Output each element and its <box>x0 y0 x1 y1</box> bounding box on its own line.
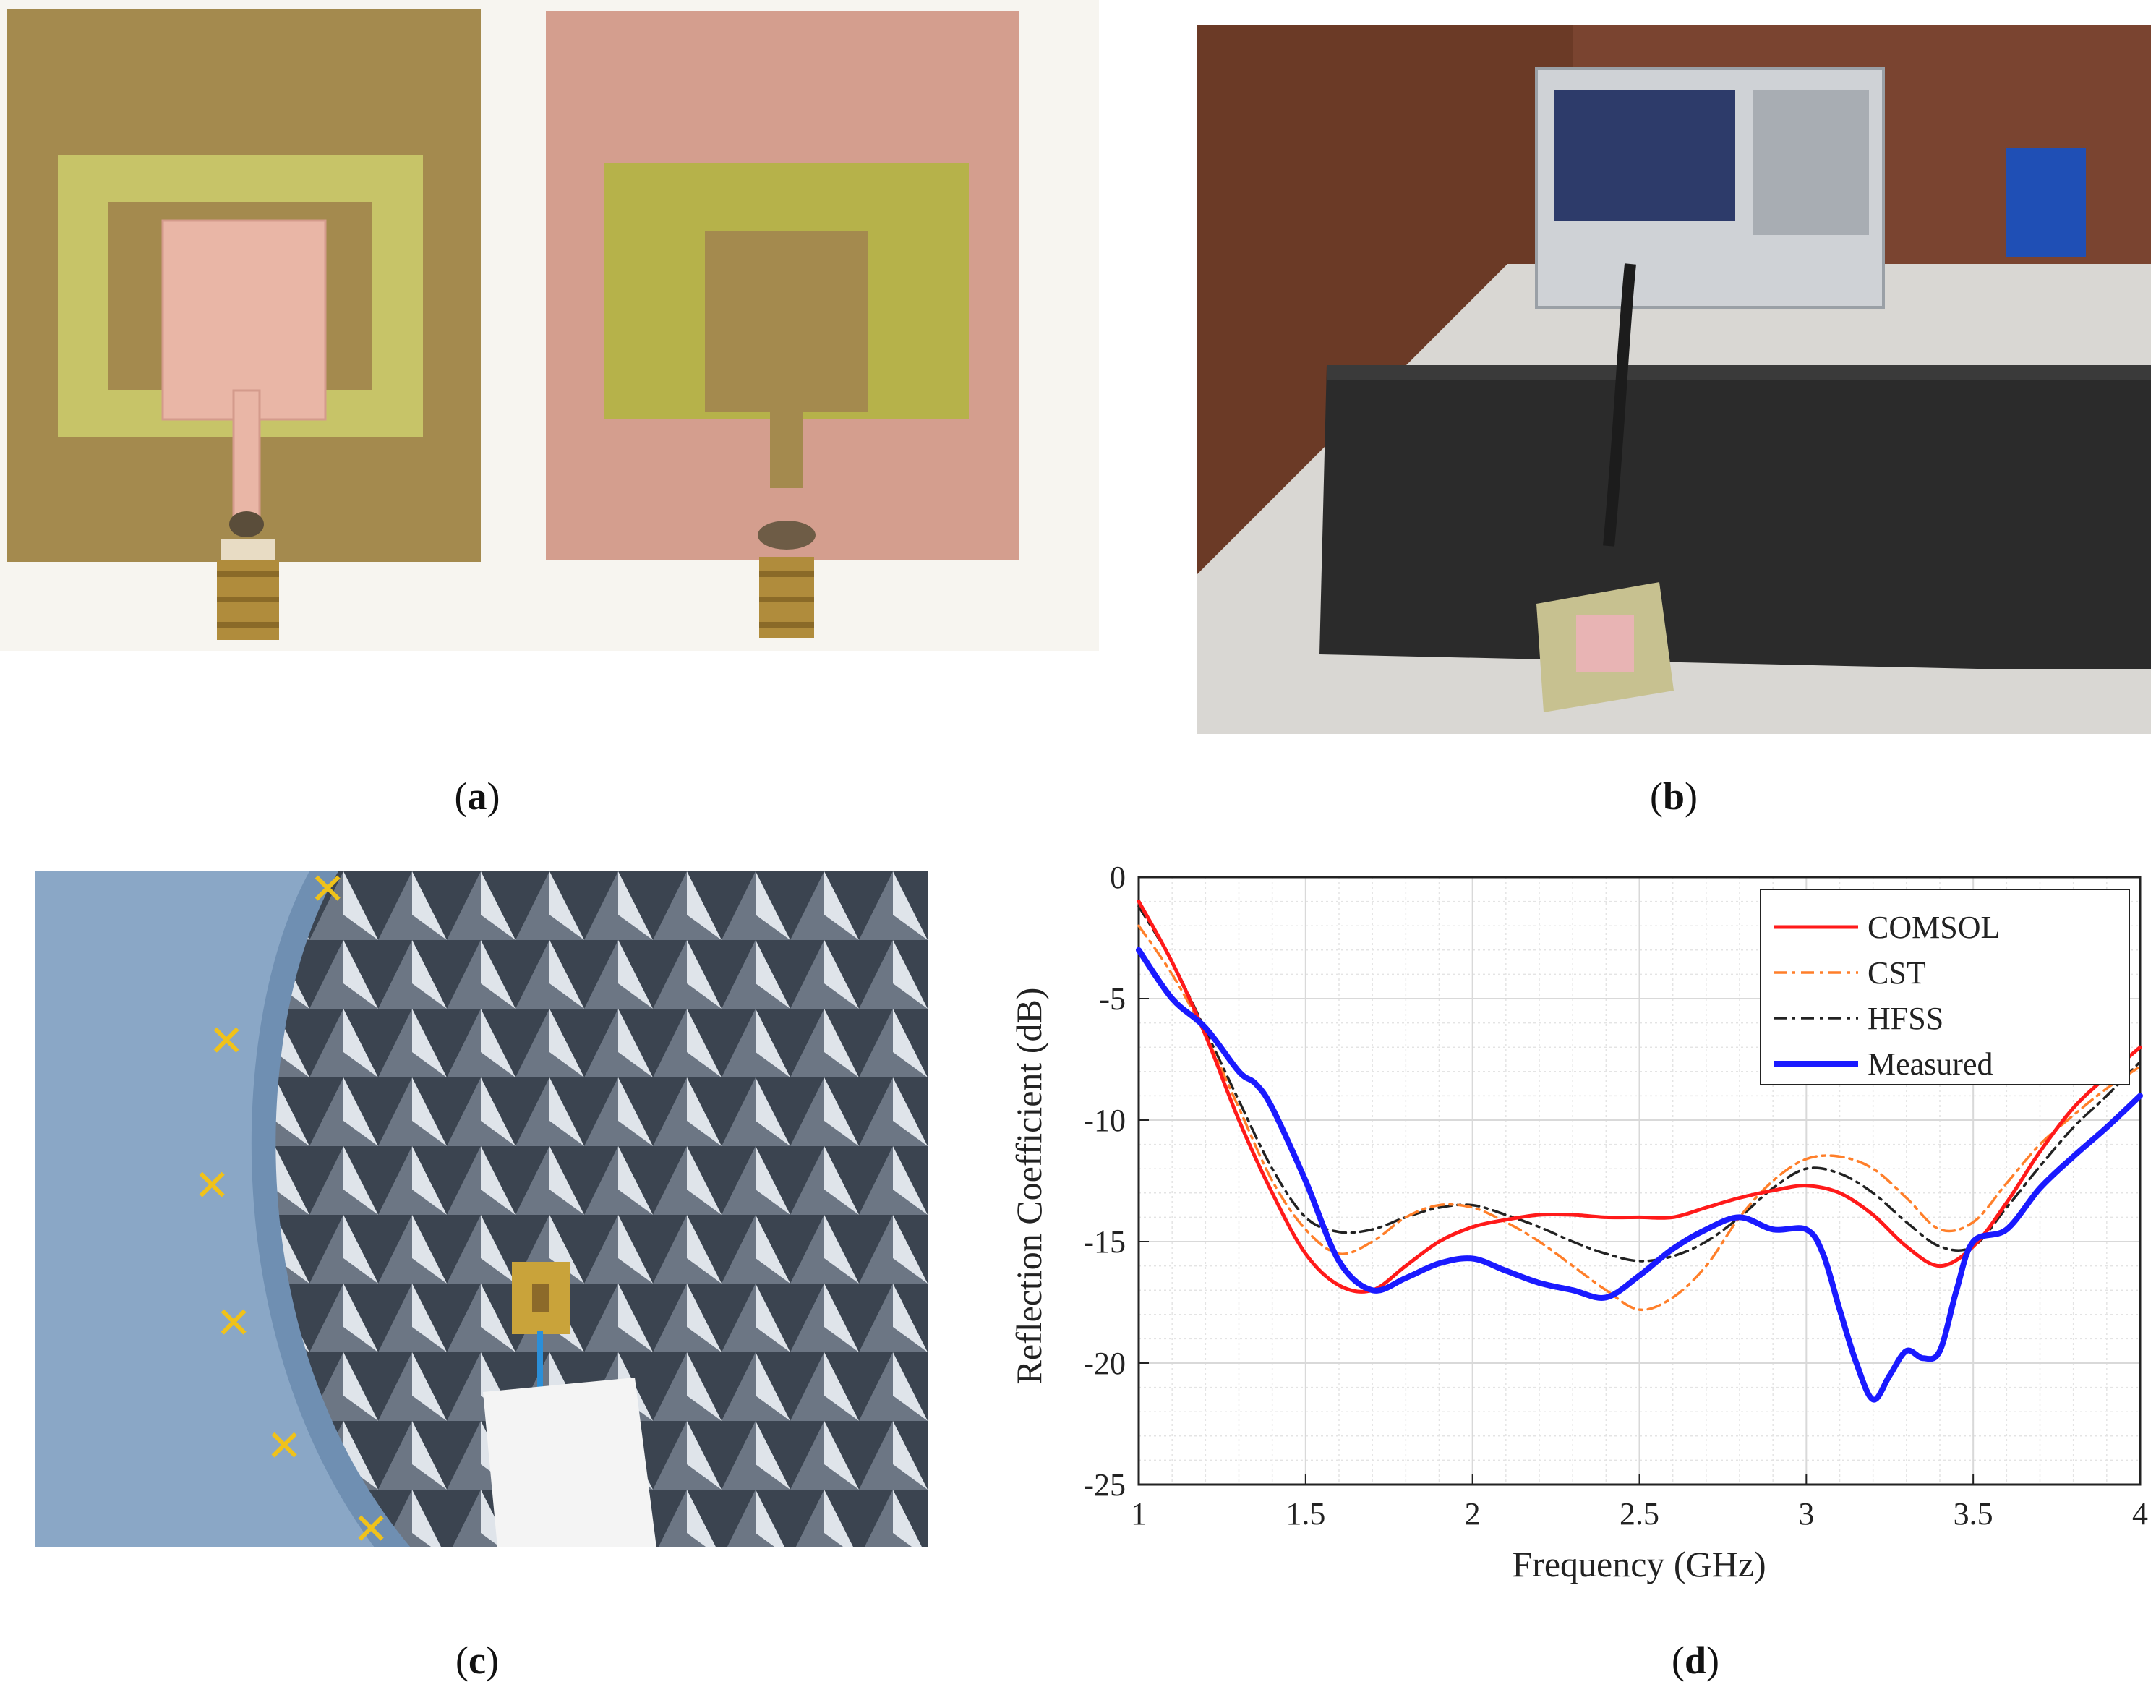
caption-b-letter: b <box>1662 774 1685 818</box>
x-tick-label: 2 <box>1465 1496 1481 1532</box>
chart-legend: COMSOL CST HFSS Measured <box>1760 889 2130 1085</box>
y-tick-label: -5 <box>1099 981 1126 1017</box>
y-tick-label: -25 <box>1083 1467 1126 1503</box>
panel-d-reflection-chart: 1 1.5 2 2.5 3 3.5 4 0 -5 -10 -15 -20 -25 COMSOL CST HF… <box>998 846 2156 1613</box>
x-tick-label: 1.5 <box>1286 1496 1325 1532</box>
y-tick-label: -10 <box>1083 1103 1126 1138</box>
svg-text:✕: ✕ <box>194 1162 230 1210</box>
caption-c: (c) <box>455 1639 499 1682</box>
svg-text:✕: ✕ <box>266 1422 302 1470</box>
y-axis-label: Reflection Coefficient (dB) <box>1009 988 1049 1385</box>
legend-label-comsol: COMSOL <box>1868 910 2000 945</box>
caption-d-letter: d <box>1684 1639 1707 1682</box>
chart-series <box>1136 900 2143 1403</box>
legend-box <box>1760 889 2130 1085</box>
y-tick-label: 0 <box>1110 860 1126 895</box>
panel-a-antenna-photo <box>0 0 1099 651</box>
x-axis-label: Frequency (GHz) <box>1512 1544 1766 1584</box>
caption-a-letter: a <box>467 774 487 818</box>
caption-c-letter: c <box>469 1639 486 1682</box>
svg-text:✕: ✕ <box>215 1299 252 1347</box>
panel-c-anechoic-chamber-photo: ✕ ✕ ✕ ✕ ✕ ✕ <box>35 871 928 1547</box>
x-tick-label: 4 <box>2132 1496 2148 1532</box>
y-tick-label: -15 <box>1083 1224 1126 1260</box>
x-tick-label: 3 <box>1798 1496 1814 1532</box>
panel-b-measurement-setup-photo <box>1197 25 2151 734</box>
antenna-photo-illustration <box>0 0 1099 651</box>
caption-b: (b) <box>1649 774 1698 818</box>
y-tick-label: -20 <box>1083 1346 1126 1381</box>
series-line-cst <box>1137 924 2142 1312</box>
x-tick-label: 2.5 <box>1620 1496 1659 1532</box>
x-tick-label: 1 <box>1131 1496 1147 1532</box>
svg-text:✕: ✕ <box>353 1506 389 1547</box>
chart-axes: 1 1.5 2 2.5 3 3.5 4 0 -5 -10 -15 -20 -25 <box>1083 860 2148 1532</box>
svg-text:✕: ✕ <box>208 1017 244 1065</box>
legend-label-measured: Measured <box>1868 1046 1993 1082</box>
series-line-measured <box>1136 947 2143 1403</box>
reflection-coefficient-chart: 1 1.5 2 2.5 3 3.5 4 0 -5 -10 -15 -20 -25 COMSOL CST HF… <box>1009 860 2148 1584</box>
setup-photo-illustration <box>1197 25 2151 734</box>
legend-label-hfss: HFSS <box>1868 1001 1943 1036</box>
x-tick-label: 3.5 <box>1954 1496 1993 1532</box>
caption-a: (a) <box>454 774 500 818</box>
chamber-photo-illustration: ✕ ✕ ✕ ✕ ✕ ✕ <box>35 871 928 1547</box>
caption-d: (d) <box>1671 1639 1719 1682</box>
legend-label-cst: CST <box>1868 955 1926 991</box>
svg-text:✕: ✕ <box>309 871 346 913</box>
